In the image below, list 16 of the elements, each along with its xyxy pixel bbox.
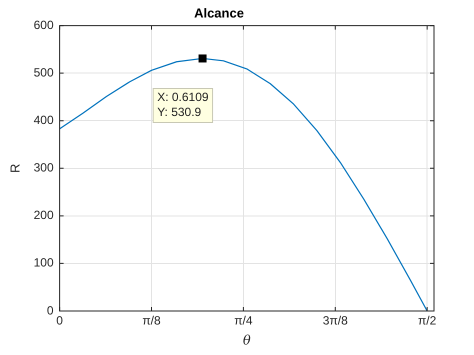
y-axis-title: R <box>7 164 22 173</box>
x-tick-label: 3π/8 <box>322 314 348 328</box>
x-tick-label: π/8 <box>142 314 161 328</box>
x-axis-title: θ <box>242 334 251 349</box>
y-tick-label: 300 <box>34 160 54 175</box>
chart-title: Alcance <box>194 5 244 20</box>
x-tick-label: π/4 <box>234 314 253 328</box>
y-tick-label: 600 <box>34 18 54 32</box>
y-tick-label: 100 <box>34 256 54 270</box>
y-tick-label: 0 <box>46 303 54 318</box>
x-tick-label: π/2 <box>418 314 437 328</box>
y-tick-label: 400 <box>34 113 54 128</box>
y-tick-label: 200 <box>34 208 54 222</box>
y-tick-label: 500 <box>34 65 54 80</box>
x-tick-label: 0 <box>56 314 64 328</box>
annotation: X: 0.6109 Y: 530.9 <box>157 90 209 119</box>
